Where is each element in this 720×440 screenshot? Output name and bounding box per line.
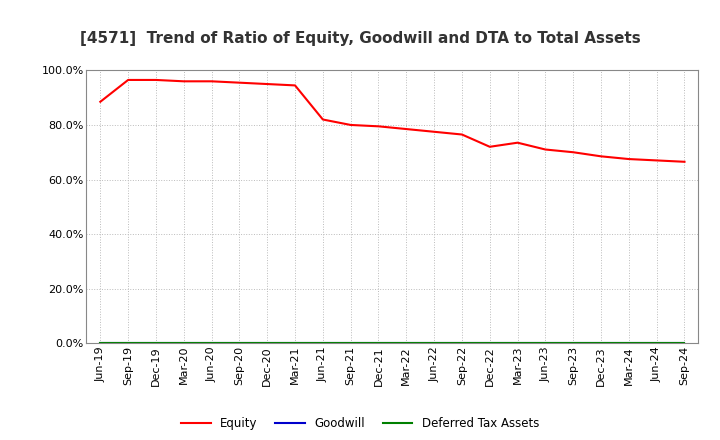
Deferred Tax Assets <box>318 341 327 346</box>
Goodwill <box>541 341 550 346</box>
Equity <box>346 122 355 128</box>
Equity <box>318 117 327 122</box>
Deferred Tax Assets <box>346 341 355 346</box>
Text: [4571]  Trend of Ratio of Equity, Goodwill and DTA to Total Assets: [4571] Trend of Ratio of Equity, Goodwil… <box>80 31 640 46</box>
Equity <box>541 147 550 152</box>
Goodwill <box>179 341 188 346</box>
Goodwill <box>318 341 327 346</box>
Equity <box>291 83 300 88</box>
Goodwill <box>346 341 355 346</box>
Equity <box>430 129 438 135</box>
Deferred Tax Assets <box>430 341 438 346</box>
Goodwill <box>430 341 438 346</box>
Goodwill <box>680 341 689 346</box>
Equity <box>235 80 243 85</box>
Goodwill <box>235 341 243 346</box>
Deferred Tax Assets <box>458 341 467 346</box>
Deferred Tax Assets <box>680 341 689 346</box>
Goodwill <box>124 341 132 346</box>
Goodwill <box>207 341 216 346</box>
Equity <box>263 81 271 87</box>
Deferred Tax Assets <box>485 341 494 346</box>
Goodwill <box>152 341 161 346</box>
Equity <box>179 79 188 84</box>
Line: Equity: Equity <box>100 80 685 162</box>
Deferred Tax Assets <box>124 341 132 346</box>
Goodwill <box>513 341 522 346</box>
Equity <box>96 99 104 104</box>
Deferred Tax Assets <box>541 341 550 346</box>
Equity <box>152 77 161 83</box>
Deferred Tax Assets <box>207 341 216 346</box>
Equity <box>207 79 216 84</box>
Deferred Tax Assets <box>96 341 104 346</box>
Deferred Tax Assets <box>513 341 522 346</box>
Equity <box>374 124 383 129</box>
Goodwill <box>569 341 577 346</box>
Equity <box>513 140 522 145</box>
Equity <box>624 156 633 161</box>
Goodwill <box>458 341 467 346</box>
Equity <box>485 144 494 150</box>
Legend: Equity, Goodwill, Deferred Tax Assets: Equity, Goodwill, Deferred Tax Assets <box>181 417 539 430</box>
Goodwill <box>597 341 606 346</box>
Deferred Tax Assets <box>652 341 661 346</box>
Goodwill <box>263 341 271 346</box>
Goodwill <box>402 341 410 346</box>
Deferred Tax Assets <box>402 341 410 346</box>
Equity <box>680 159 689 165</box>
Deferred Tax Assets <box>374 341 383 346</box>
Goodwill <box>624 341 633 346</box>
Deferred Tax Assets <box>152 341 161 346</box>
Deferred Tax Assets <box>179 341 188 346</box>
Deferred Tax Assets <box>291 341 300 346</box>
Goodwill <box>374 341 383 346</box>
Equity <box>402 126 410 132</box>
Equity <box>124 77 132 83</box>
Deferred Tax Assets <box>569 341 577 346</box>
Deferred Tax Assets <box>624 341 633 346</box>
Goodwill <box>96 341 104 346</box>
Equity <box>458 132 467 137</box>
Goodwill <box>485 341 494 346</box>
Equity <box>569 150 577 155</box>
Deferred Tax Assets <box>263 341 271 346</box>
Equity <box>652 158 661 163</box>
Goodwill <box>652 341 661 346</box>
Deferred Tax Assets <box>235 341 243 346</box>
Deferred Tax Assets <box>597 341 606 346</box>
Goodwill <box>291 341 300 346</box>
Equity <box>597 154 606 159</box>
